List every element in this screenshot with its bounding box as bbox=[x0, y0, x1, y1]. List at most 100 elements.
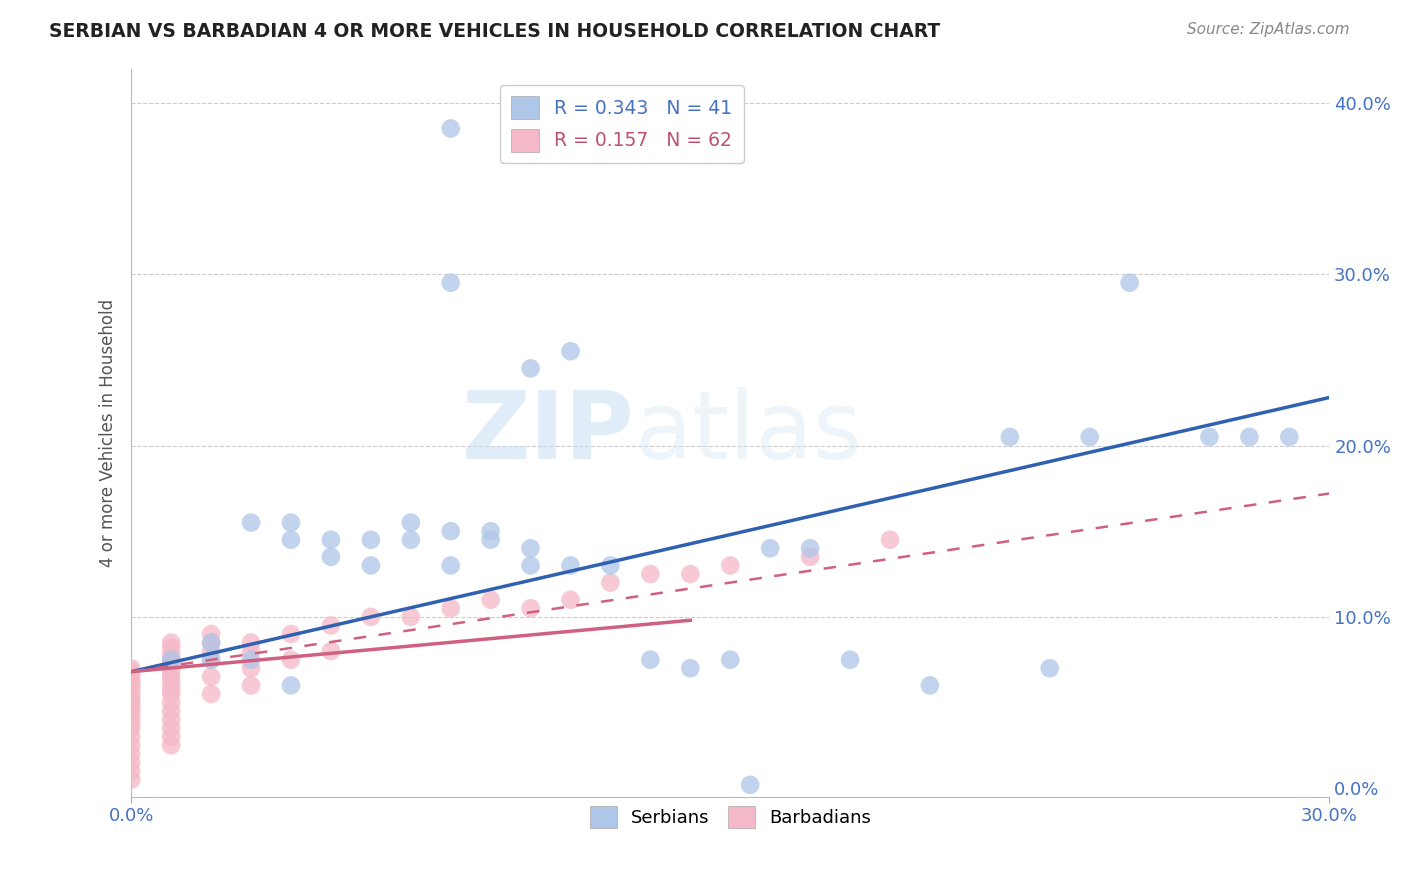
Point bbox=[160, 657, 183, 672]
Point bbox=[160, 665, 183, 679]
Point bbox=[1278, 430, 1301, 444]
Point bbox=[319, 644, 342, 658]
Point bbox=[160, 721, 183, 735]
Point bbox=[160, 670, 183, 684]
Point bbox=[240, 635, 263, 649]
Point bbox=[519, 361, 541, 376]
Point bbox=[839, 653, 862, 667]
Point bbox=[280, 678, 302, 692]
Text: SERBIAN VS BARBADIAN 4 OR MORE VEHICLES IN HOUSEHOLD CORRELATION CHART: SERBIAN VS BARBADIAN 4 OR MORE VEHICLES … bbox=[49, 22, 941, 41]
Point bbox=[319, 533, 342, 547]
Point bbox=[479, 533, 502, 547]
Point bbox=[280, 653, 302, 667]
Point bbox=[200, 687, 222, 701]
Point bbox=[120, 747, 142, 761]
Point bbox=[160, 687, 183, 701]
Point bbox=[200, 644, 222, 658]
Point bbox=[160, 653, 183, 667]
Point bbox=[479, 592, 502, 607]
Text: ZIP: ZIP bbox=[461, 386, 634, 479]
Point bbox=[120, 709, 142, 723]
Point bbox=[1239, 430, 1261, 444]
Point bbox=[440, 121, 463, 136]
Point bbox=[360, 610, 382, 624]
Point bbox=[879, 533, 901, 547]
Point bbox=[160, 640, 183, 655]
Point bbox=[759, 541, 782, 556]
Point bbox=[160, 681, 183, 696]
Point bbox=[120, 764, 142, 778]
Point bbox=[200, 670, 222, 684]
Point bbox=[718, 558, 741, 573]
Point bbox=[200, 653, 222, 667]
Point bbox=[560, 344, 582, 359]
Point bbox=[918, 678, 941, 692]
Point bbox=[519, 558, 541, 573]
Point bbox=[319, 549, 342, 564]
Text: atlas: atlas bbox=[634, 386, 863, 479]
Point bbox=[240, 644, 263, 658]
Point bbox=[799, 541, 821, 556]
Point bbox=[360, 533, 382, 547]
Point bbox=[560, 592, 582, 607]
Point bbox=[120, 670, 142, 684]
Point bbox=[280, 533, 302, 547]
Point bbox=[1198, 430, 1220, 444]
Point bbox=[120, 665, 142, 679]
Point bbox=[120, 661, 142, 675]
Point bbox=[360, 558, 382, 573]
Point bbox=[120, 675, 142, 690]
Point bbox=[679, 661, 702, 675]
Point bbox=[200, 635, 222, 649]
Point bbox=[120, 772, 142, 787]
Point bbox=[120, 739, 142, 753]
Point bbox=[640, 653, 662, 667]
Point bbox=[280, 627, 302, 641]
Point bbox=[120, 696, 142, 710]
Point bbox=[599, 558, 621, 573]
Point bbox=[200, 653, 222, 667]
Point bbox=[120, 730, 142, 744]
Point bbox=[160, 635, 183, 649]
Point bbox=[160, 739, 183, 753]
Point bbox=[718, 653, 741, 667]
Point bbox=[280, 516, 302, 530]
Point bbox=[160, 696, 183, 710]
Point bbox=[1039, 661, 1062, 675]
Point bbox=[679, 567, 702, 582]
Point bbox=[440, 276, 463, 290]
Point bbox=[200, 635, 222, 649]
Point bbox=[120, 721, 142, 735]
Point bbox=[160, 675, 183, 690]
Point bbox=[160, 713, 183, 727]
Point bbox=[440, 601, 463, 615]
Point bbox=[160, 648, 183, 662]
Point bbox=[120, 704, 142, 718]
Point bbox=[399, 533, 422, 547]
Point bbox=[998, 430, 1021, 444]
Point bbox=[160, 704, 183, 718]
Point bbox=[640, 567, 662, 582]
Point bbox=[120, 687, 142, 701]
Point bbox=[1078, 430, 1101, 444]
Legend: Serbians, Barbadians: Serbians, Barbadians bbox=[582, 798, 879, 835]
Text: Source: ZipAtlas.com: Source: ZipAtlas.com bbox=[1187, 22, 1350, 37]
Point bbox=[120, 698, 142, 713]
Point bbox=[1118, 276, 1140, 290]
Point bbox=[120, 692, 142, 706]
Point bbox=[120, 678, 142, 692]
Point bbox=[240, 678, 263, 692]
Point bbox=[479, 524, 502, 538]
Y-axis label: 4 or more Vehicles in Household: 4 or more Vehicles in Household bbox=[100, 299, 117, 566]
Point bbox=[440, 524, 463, 538]
Point bbox=[120, 681, 142, 696]
Point bbox=[799, 549, 821, 564]
Point bbox=[599, 575, 621, 590]
Point bbox=[319, 618, 342, 632]
Point bbox=[399, 610, 422, 624]
Point bbox=[399, 516, 422, 530]
Point bbox=[160, 730, 183, 744]
Point bbox=[240, 661, 263, 675]
Point bbox=[240, 516, 263, 530]
Point bbox=[240, 653, 263, 667]
